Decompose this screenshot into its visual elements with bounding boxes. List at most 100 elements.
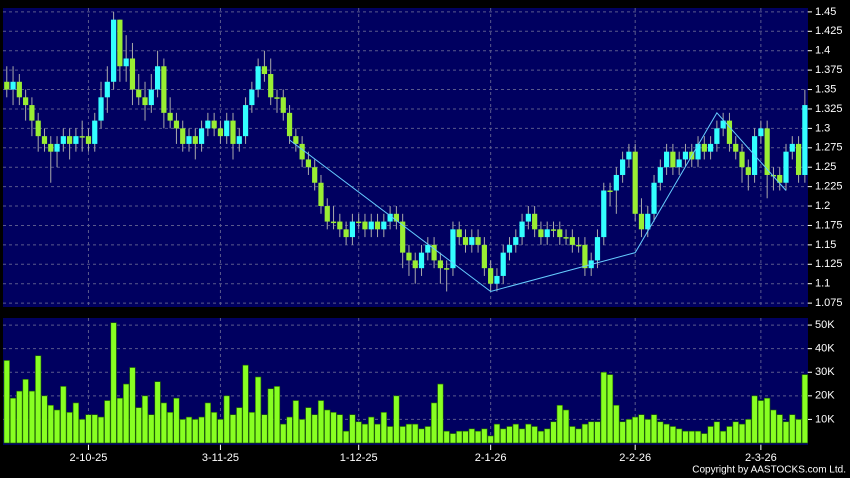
- volume-bar: [757, 400, 764, 444]
- volume-bar: [374, 423, 381, 444]
- volume-bar: [481, 428, 488, 444]
- candle-body: [368, 221, 374, 230]
- volume-bar: [135, 407, 142, 444]
- candle-body: [544, 229, 550, 238]
- volume-bar: [3, 360, 10, 444]
- volume-bar: [267, 388, 274, 444]
- candle-body: [48, 143, 54, 152]
- candle-body: [180, 128, 186, 144]
- candle-body: [638, 213, 645, 230]
- volume-bar: [688, 430, 695, 444]
- volume-bar: [79, 419, 86, 444]
- candle-body: [167, 112, 173, 121]
- volume-bar: [569, 426, 576, 444]
- candle-body: [758, 128, 764, 137]
- volume-bar: [387, 426, 394, 444]
- candle-body: [557, 229, 563, 238]
- candle-body: [261, 66, 268, 75]
- volume-bar: [229, 414, 237, 444]
- candle-body: [362, 221, 368, 230]
- volume-bar: [380, 412, 387, 444]
- candle-body: [85, 136, 92, 144]
- volume-bar: [399, 426, 406, 444]
- candle-body: [148, 89, 154, 106]
- volume-bar: [129, 367, 136, 444]
- volume-bar: [770, 409, 777, 444]
- candle-body: [563, 237, 569, 239]
- volume-bar: [299, 419, 306, 444]
- candle-body: [500, 252, 506, 276]
- volume-bar: [669, 426, 676, 444]
- candle-body: [462, 237, 469, 245]
- y-tick-label: 1.4: [815, 45, 830, 57]
- candle-body: [54, 143, 60, 152]
- y-tick-label: 1.35: [815, 83, 836, 95]
- y-tick-label: 1.45: [815, 6, 836, 18]
- volume-bar: [35, 355, 42, 444]
- candle-body: [10, 81, 16, 90]
- candle-body: [607, 190, 613, 193]
- volume-bar: [789, 414, 796, 444]
- volume-bar: [732, 421, 739, 444]
- y-tick-label: 1.3: [815, 122, 830, 134]
- volume-bar: [544, 428, 551, 444]
- x-tick-label: 1-12-25: [340, 452, 378, 464]
- volume-bar: [47, 404, 54, 444]
- candle-body: [343, 229, 349, 238]
- trend-line: [289, 111, 787, 293]
- volume-bar: [336, 414, 343, 444]
- y-tick-label: 1.2: [815, 200, 830, 212]
- candle-body: [532, 213, 538, 230]
- candle-body: [60, 136, 66, 144]
- candle-body: [205, 120, 211, 129]
- volume-bar: [418, 428, 425, 444]
- copyright: Copyright by AASTOCKS.com Ltd.: [692, 465, 846, 476]
- candle-body: [129, 58, 136, 90]
- candle-body: [23, 97, 29, 106]
- candle-body: [613, 174, 619, 191]
- candle-body: [186, 136, 192, 144]
- volume-bar: [474, 430, 482, 444]
- y-tick-label: 1.15: [815, 239, 836, 251]
- volume-bar: [349, 414, 356, 444]
- y-tick-label: 1.075: [815, 297, 843, 309]
- candle-body: [211, 120, 217, 129]
- volume-bar: [663, 423, 670, 444]
- candle-body: [305, 159, 312, 168]
- candle-body: [450, 229, 456, 269]
- volume-bar: [575, 428, 582, 444]
- volume-bar: [625, 419, 633, 444]
- volume-bar: [644, 419, 651, 444]
- volume-bar: [110, 322, 117, 444]
- candle-body: [506, 244, 513, 253]
- volume-bar: [154, 381, 161, 444]
- candle-body: [318, 182, 324, 207]
- x-tick-label: 3-11-25: [202, 452, 239, 464]
- volume-bar: [506, 426, 513, 444]
- candle-body: [726, 120, 733, 144]
- candle-body: [154, 66, 161, 90]
- candle-body: [393, 213, 399, 222]
- candle-body: [682, 151, 689, 160]
- x-tick-label: 2-10-25: [70, 452, 108, 464]
- volume-bar: [405, 423, 413, 444]
- candle-body: [330, 221, 337, 224]
- volume-bar: [91, 414, 98, 444]
- volume-bar: [550, 421, 557, 444]
- candle-body: [777, 174, 783, 183]
- volume-bar: [343, 430, 350, 444]
- candle-body: [582, 244, 588, 269]
- candle-body: [217, 128, 224, 137]
- volume-bar: [619, 421, 626, 444]
- candle-body: [475, 237, 481, 245]
- candle-body: [488, 268, 494, 284]
- candle-body: [651, 182, 657, 214]
- volume-bar: [167, 412, 174, 444]
- candle-body: [733, 143, 739, 152]
- candle-body: [795, 143, 802, 175]
- x-tick-label: 2-2-26: [619, 452, 651, 464]
- candle-body: [136, 89, 142, 98]
- volume-bar: [650, 414, 658, 444]
- candle-body: [236, 136, 242, 144]
